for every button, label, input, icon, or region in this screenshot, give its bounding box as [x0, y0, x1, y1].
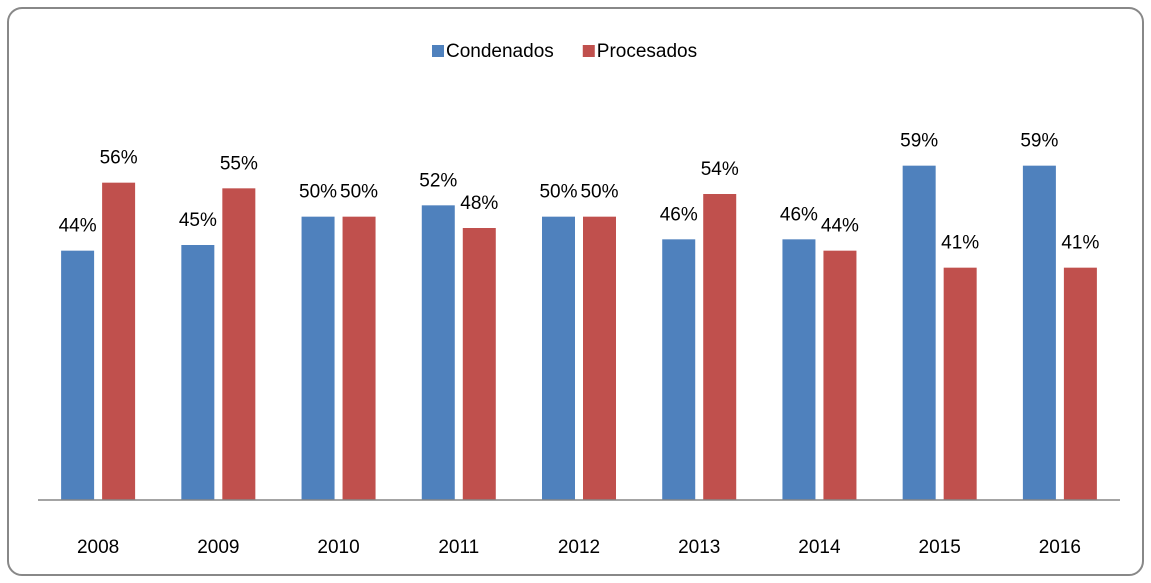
data-label: 46%	[780, 204, 818, 225]
bar	[662, 239, 696, 501]
bar	[222, 188, 256, 501]
x-tick-label: 2016	[1039, 537, 1081, 558]
data-label: 59%	[900, 131, 938, 152]
bar	[542, 216, 575, 500]
data-label: 41%	[1061, 233, 1099, 254]
bar	[782, 239, 816, 501]
data-label: 41%	[941, 233, 979, 254]
bar	[1063, 267, 1097, 500]
data-label: 59%	[1020, 131, 1058, 152]
bar	[1022, 165, 1056, 500]
x-tick-label: 2008	[77, 537, 119, 558]
data-label: 56%	[100, 148, 138, 169]
legend-label: Condenados	[446, 41, 554, 62]
data-label: 55%	[220, 153, 258, 174]
x-tick-label: 2015	[919, 537, 961, 558]
bar	[943, 267, 977, 500]
x-tick-label: 2010	[317, 537, 359, 558]
bar	[823, 250, 857, 500]
data-label: 50%	[340, 182, 378, 203]
data-label: 50%	[299, 182, 337, 203]
bar	[102, 182, 136, 500]
legend-label: Procesados	[597, 41, 697, 62]
data-label: 46%	[660, 204, 698, 225]
bar	[181, 245, 215, 500]
legend-swatch	[582, 45, 595, 57]
x-tick-label: 2012	[558, 537, 600, 558]
data-label: 52%	[419, 170, 457, 191]
data-label: 44%	[59, 216, 97, 237]
data-label: 45%	[179, 210, 217, 231]
data-label: 54%	[701, 159, 739, 180]
chart-border	[7, 7, 1144, 576]
data-label: 50%	[539, 182, 577, 203]
data-label: 44%	[821, 216, 859, 237]
bar	[902, 165, 936, 500]
data-label: 48%	[460, 193, 498, 214]
bar	[301, 216, 335, 500]
x-tick-label: 2011	[438, 537, 479, 558]
bar	[421, 205, 455, 501]
legend-swatch	[432, 45, 444, 57]
bar	[703, 194, 737, 500]
data-label: 50%	[580, 182, 618, 203]
x-tick-label: 2009	[197, 537, 239, 558]
bar	[342, 216, 376, 500]
x-tick-label: 2014	[798, 537, 841, 558]
bar	[61, 250, 95, 500]
bar	[583, 216, 616, 500]
x-tick-label: 2013	[678, 537, 720, 558]
bar	[462, 228, 496, 500]
